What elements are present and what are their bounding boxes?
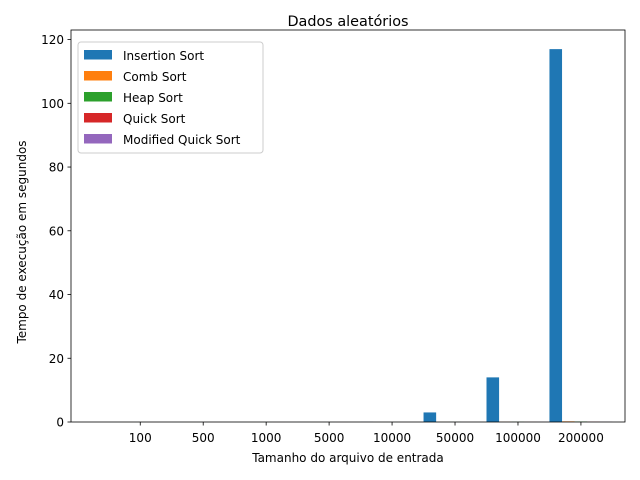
y-tick-label: 0 <box>56 416 64 430</box>
x-tick-label: 200000 <box>558 431 604 445</box>
y-tick-label: 120 <box>41 33 64 47</box>
y-tick-label: 80 <box>49 161 64 175</box>
y-axis-label: Tempo de execução em segundos <box>15 140 29 344</box>
x-tick-label: 1000 <box>251 431 282 445</box>
bar-insertion-sort-50000 <box>423 412 437 422</box>
legend-label: Quick Sort <box>123 112 186 126</box>
chart-title: Dados aleatórios <box>287 14 408 30</box>
legend-swatch <box>84 71 112 81</box>
bar-insertion-sort-100000 <box>486 377 500 422</box>
bar-insertion-sort-200000 <box>549 49 563 423</box>
legend-swatch <box>84 92 112 102</box>
x-tick-label: 5000 <box>314 431 345 445</box>
y-tick-label: 40 <box>49 288 64 302</box>
legend-label: Modified Quick Sort <box>123 133 241 147</box>
legend-swatch <box>84 113 112 123</box>
x-axis-label: Tamanho do arquivo de entrada <box>251 451 444 465</box>
legend: Insertion Sort Comb Sort Heap Sort Quick So… <box>77 41 264 154</box>
legend-swatch <box>84 134 112 144</box>
x-tick-label: 500 <box>192 431 215 445</box>
legend-box <box>77 41 264 154</box>
x-tick-label: 10000 <box>373 431 411 445</box>
bars-group <box>108 49 613 423</box>
x-tick-label: 50000 <box>436 431 474 445</box>
y-tick-label: 20 <box>49 352 64 366</box>
legend-label: Insertion Sort <box>123 49 204 63</box>
y-tick-label: 60 <box>49 224 64 238</box>
legend-label: Heap Sort <box>123 91 183 105</box>
plot-frame <box>70 29 626 423</box>
legend-swatch <box>84 50 112 60</box>
x-tick-label: 100000 <box>495 431 541 445</box>
y-tick-label: 100 <box>41 97 64 111</box>
x-tick-label: 100 <box>129 431 152 445</box>
legend-label: Comb Sort <box>123 70 187 84</box>
axes-group: 0 20 40 60 80 100 120 100 500 1000 5000 10000 50000 1… <box>41 29 626 445</box>
